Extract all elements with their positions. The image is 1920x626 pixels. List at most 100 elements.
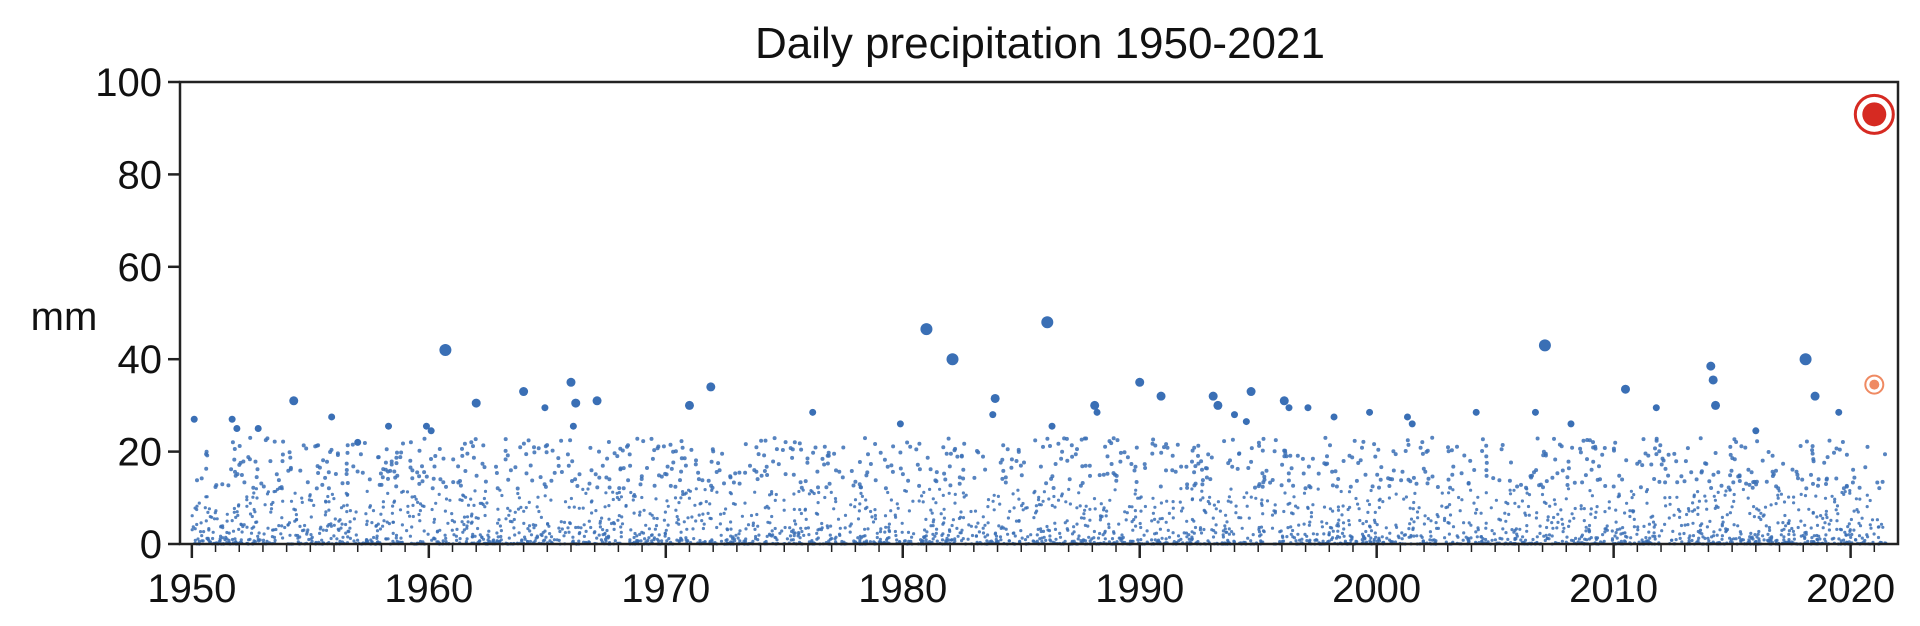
bg-point [376,540,380,544]
bg-point [563,500,568,504]
bg-point [1160,516,1164,521]
bg-point [828,533,832,537]
bg-point [1009,457,1014,462]
bg-point [1375,472,1380,477]
bg-point [242,523,246,527]
bg-point [718,522,723,526]
bg-point [1472,468,1477,472]
bg-point [1450,472,1455,477]
bg-point [1484,526,1488,530]
bg-point [863,527,867,531]
bg-point [665,539,669,543]
bg-point [1685,512,1689,517]
bg-point [365,519,369,523]
bg-point [1591,459,1596,464]
bg-point [288,455,293,460]
data-point [471,398,481,408]
bg-point [1214,507,1218,511]
bg-point [1185,482,1190,487]
bg-point [691,527,695,531]
bg-point [200,534,204,538]
bg-point [235,510,239,514]
bg-point [400,523,404,527]
bg-point [1442,518,1447,523]
bg-point [912,532,916,536]
bg-point [604,475,609,480]
bg-point [869,509,873,514]
bg-point [635,436,640,441]
bg-point [613,539,617,543]
bg-point [1056,441,1061,446]
bg-point [1342,527,1346,531]
bg-point [1211,516,1215,520]
bg-point [1291,483,1296,488]
bg-point [1732,499,1736,503]
bg-point [1164,520,1168,524]
bg-point [771,459,776,464]
bg-point [537,509,541,514]
bg-point [1568,519,1572,523]
bg-point [1552,515,1556,520]
bg-point [424,474,429,479]
bg-point [597,533,601,537]
bg-point [1743,445,1748,450]
bg-point [1175,442,1180,447]
bg-point [1364,519,1368,524]
bg-point [998,535,1003,539]
bg-point [513,465,518,470]
bg-point [1766,450,1771,454]
bg-point [1413,491,1417,495]
bg-point [961,516,966,520]
bg-point [920,494,924,498]
bg-point [1435,485,1440,489]
bg-point [1190,487,1194,491]
bg-point [1493,538,1497,542]
bg-point [263,503,267,507]
bg-point [652,516,656,520]
bg-point [321,458,326,463]
bg-point [1679,474,1684,479]
bg-point [1460,498,1464,502]
bg-point [420,464,424,469]
bg-point [644,523,648,527]
bg-point [797,532,801,536]
bg-point [627,452,632,457]
bg-point [898,466,903,471]
bg-point [643,537,647,541]
bg-point [774,492,778,497]
chart-title: Daily precipitation 1950-2021 [755,19,1325,68]
bg-point [1760,458,1765,463]
bg-point [917,467,922,472]
bg-point [853,479,858,484]
bg-point [1291,512,1295,516]
bg-point [1588,489,1592,493]
bg-point [816,528,820,532]
bg-point [1249,495,1253,499]
bg-point [462,441,467,446]
bg-point [1701,535,1705,539]
bg-point [1430,474,1435,479]
bg-point [700,478,705,483]
bg-point [233,537,237,541]
bg-point [1087,463,1092,468]
bg-point [1680,540,1684,544]
bg-point [1834,446,1839,451]
bg-point [1544,533,1548,537]
bg-point [536,446,541,451]
bg-point [870,515,874,519]
bg-point [458,537,462,541]
bg-point [1130,520,1134,524]
bg-point [416,500,420,504]
bg-point [1254,496,1258,500]
bg-point [476,526,480,531]
bg-point [1587,438,1592,443]
bg-point [941,493,945,497]
bg-point [617,514,621,518]
x-tick-label: 1980 [858,567,947,611]
bg-point [803,479,808,484]
bg-point [1145,529,1149,533]
bg-point [1354,496,1358,501]
bg-point [1270,513,1275,517]
bg-point [710,488,714,492]
bg-point [1623,511,1627,515]
